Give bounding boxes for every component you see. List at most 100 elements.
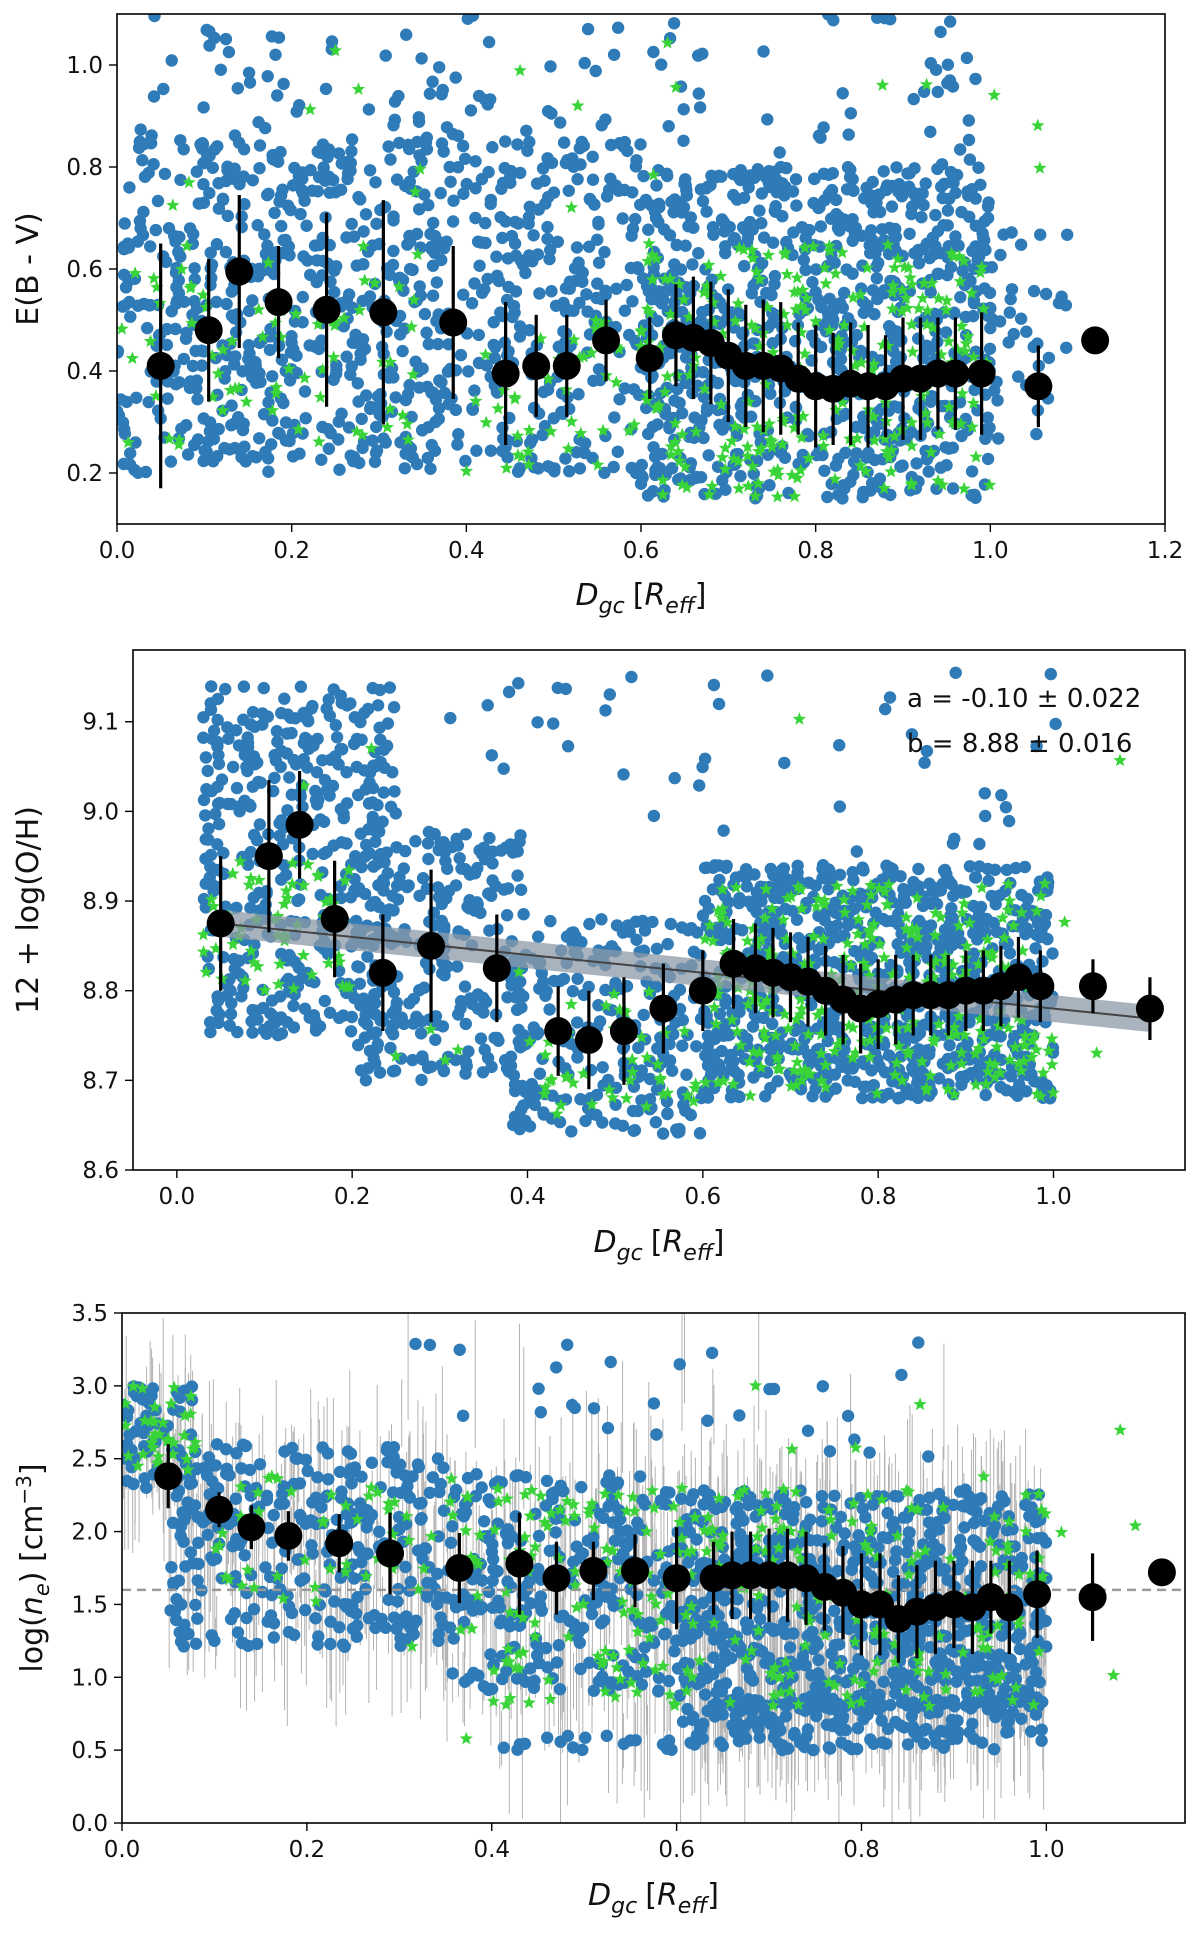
- scatter-point: [426, 75, 439, 88]
- scatter-point: [335, 696, 348, 710]
- scatter-point: [705, 169, 718, 182]
- star-point: [678, 460, 692, 473]
- scatter-point: [911, 1091, 925, 1105]
- scatter-point: [332, 433, 345, 446]
- star-point: [761, 248, 776, 261]
- scatter-point: [486, 141, 499, 154]
- scatter-point: [707, 228, 720, 241]
- scatter-point: [204, 697, 217, 710]
- scatter-point: [340, 766, 353, 779]
- star-point: [499, 461, 514, 474]
- star-point: [814, 1074, 829, 1087]
- scatter-point: [609, 1081, 623, 1095]
- star-point: [658, 385, 672, 398]
- star-point: [955, 905, 969, 919]
- star-point: [312, 434, 326, 448]
- scatter-point: [237, 143, 251, 156]
- scatter-point: [134, 222, 147, 235]
- scatter-point: [675, 206, 688, 219]
- scatter-point: [509, 249, 523, 262]
- star-point: [408, 185, 422, 198]
- star-point: [574, 426, 588, 440]
- star-point: [589, 313, 603, 327]
- scatter-point: [371, 857, 384, 870]
- scatter-point: [514, 1041, 527, 1054]
- star-point: [368, 276, 382, 289]
- star-point: [946, 957, 960, 971]
- scatter-point: [312, 170, 326, 184]
- star-point: [793, 1007, 807, 1021]
- scatter-point: [886, 224, 899, 237]
- star-point: [716, 326, 730, 340]
- star-point: [762, 416, 776, 430]
- scatter-point: [377, 876, 391, 890]
- scatter-point: [1003, 306, 1016, 319]
- scatter-point: [424, 462, 437, 475]
- scatter-point: [920, 1044, 934, 1057]
- star-point: [796, 409, 810, 423]
- scatter-point: [370, 401, 384, 414]
- scatter-point: [354, 347, 367, 360]
- star-point: [261, 255, 275, 269]
- scatter-point: [692, 49, 705, 62]
- x-axis-label-ebv: Dgc [Reff]: [576, 578, 707, 619]
- star-point: [1018, 1029, 1032, 1042]
- star-point: [848, 358, 862, 372]
- scatter-point: [592, 363, 606, 376]
- scatter-point: [317, 847, 330, 861]
- star-point: [983, 1056, 997, 1070]
- star-point: [323, 892, 338, 905]
- scatter-point: [832, 452, 845, 465]
- star-point: [923, 1068, 937, 1082]
- scatter-point: [333, 463, 346, 476]
- star-point: [953, 274, 967, 288]
- scatter-point: [327, 683, 340, 696]
- star-point: [741, 997, 755, 1011]
- star-point: [689, 1077, 703, 1090]
- scatter-point: [217, 846, 230, 860]
- scatter-point: [451, 129, 465, 142]
- star-point: [175, 262, 189, 275]
- scatter-point: [218, 372, 231, 385]
- scatter-point: [661, 1107, 674, 1121]
- scatter-point: [148, 14, 161, 23]
- scatter-point: [144, 240, 157, 253]
- scatter-point: [591, 233, 604, 246]
- star-point: [273, 957, 287, 970]
- star-point: [992, 1019, 1006, 1032]
- scatter-point: [430, 276, 443, 289]
- scatter-point: [637, 1008, 650, 1022]
- star-point: [269, 380, 283, 393]
- scatter-point: [684, 211, 697, 224]
- binned-median-point: [285, 810, 314, 839]
- scatter-point: [369, 835, 382, 848]
- scatter-point: [222, 732, 235, 745]
- scatter-point: [426, 386, 440, 399]
- star-point: [899, 922, 913, 936]
- scatter-point: [363, 1044, 377, 1058]
- scatter-point: [188, 295, 201, 308]
- scatter-point: [719, 246, 732, 260]
- scatter-point: [336, 743, 349, 756]
- scatter-point: [822, 188, 835, 201]
- star-point: [737, 242, 751, 256]
- star-point: [183, 281, 197, 294]
- scatter-point: [384, 800, 398, 813]
- scatter-point: [260, 1027, 273, 1041]
- scatter-point: [225, 309, 239, 322]
- scatter-point: [329, 719, 342, 732]
- star-point: [749, 265, 764, 278]
- x-tick-label: 0.0: [159, 1184, 196, 1210]
- scatter-point: [514, 883, 528, 896]
- scatter-point: [809, 879, 822, 892]
- scatter-point: [197, 178, 210, 191]
- scatter-point: [662, 120, 675, 133]
- star-point: [831, 1037, 845, 1050]
- scatter-point: [617, 140, 630, 153]
- star-point: [760, 300, 775, 313]
- scatter-point: [479, 216, 492, 230]
- star-point: [645, 248, 659, 261]
- star-point: [117, 321, 129, 335]
- scatter-point: [844, 107, 857, 120]
- scatter-point: [310, 254, 324, 267]
